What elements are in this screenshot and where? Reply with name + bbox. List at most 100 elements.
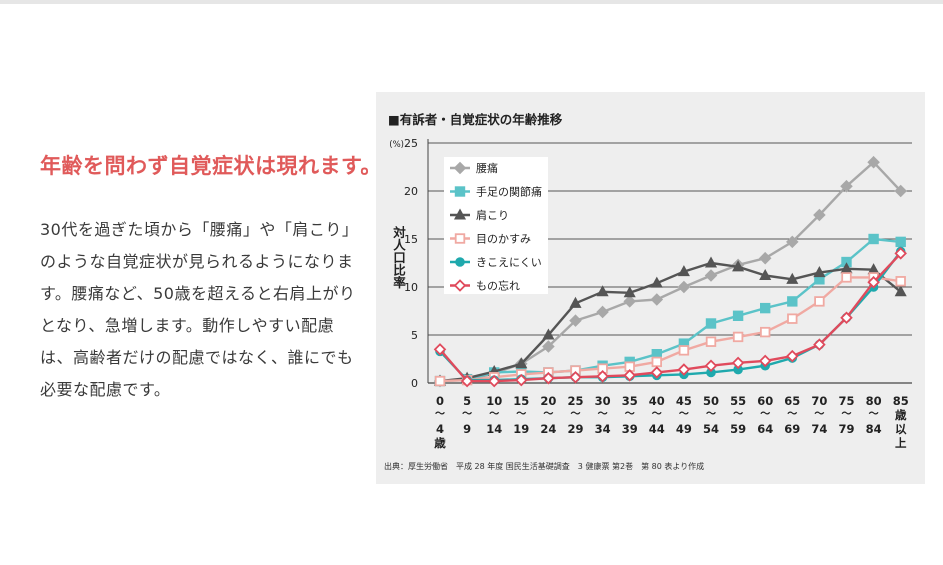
- data-point: [704, 359, 718, 372]
- data-point: [678, 345, 690, 356]
- legend-label: 肩こり: [476, 208, 509, 222]
- x-tick-label: 9: [463, 422, 471, 436]
- data-point: [515, 373, 528, 387]
- x-tick-label: 〜: [787, 409, 797, 420]
- x-tick-label: 〜: [516, 409, 526, 420]
- legend-label: 腰痛: [476, 161, 498, 175]
- data-point: [759, 268, 772, 280]
- legend-marker: [454, 186, 466, 197]
- legend-label: 目のかすみ: [476, 233, 531, 246]
- data-point: [569, 370, 582, 384]
- x-tick-label: 30: [595, 394, 611, 408]
- data-point: [732, 331, 744, 343]
- data-point: [813, 338, 826, 351]
- data-point: [786, 235, 799, 249]
- data-point: [840, 311, 853, 324]
- data-point: [623, 286, 636, 298]
- data-point: [895, 276, 906, 287]
- y-tick-label: 25: [404, 137, 418, 150]
- data-point: [732, 310, 744, 322]
- x-tick-label: 15: [513, 394, 529, 408]
- x-tick-label: 〜: [435, 409, 445, 420]
- x-tick-label: 〜: [625, 409, 635, 420]
- y-tick-label: 20: [404, 185, 418, 198]
- source-note: 出典：厚生労働省 平成 28 年度 国民生活基礎調査 3 健康票 第2巻 第 8…: [384, 462, 705, 471]
- legend-box: [444, 157, 548, 294]
- data-point: [867, 155, 880, 169]
- data-point: [433, 343, 447, 356]
- data-point: [623, 369, 636, 382]
- x-tick-label: 70: [811, 394, 827, 408]
- x-tick-label: 40: [649, 394, 665, 408]
- data-point: [841, 272, 852, 283]
- data-point: [813, 208, 826, 222]
- data-point: [596, 305, 609, 319]
- data-point: [677, 280, 691, 294]
- x-tick-label: 以: [895, 422, 907, 436]
- x-tick-label: 歳: [895, 408, 907, 422]
- x-tick-label: 10: [486, 394, 502, 408]
- x-tick-label: 4: [436, 422, 444, 436]
- x-tick-label: 〜: [760, 409, 770, 420]
- data-point: [542, 340, 555, 353]
- x-tick-label: 80: [866, 394, 882, 408]
- data-point: [515, 357, 528, 369]
- data-point: [894, 247, 907, 260]
- y-tick-label: 10: [404, 281, 418, 294]
- legend-marker: [453, 161, 467, 175]
- data-point: [677, 363, 691, 376]
- legend-marker: [453, 208, 467, 220]
- series-line: [439, 261, 902, 383]
- data-point: [569, 314, 582, 327]
- legend-label: もの忘れ: [476, 279, 520, 293]
- data-point: [623, 295, 636, 308]
- data-point: [705, 336, 717, 347]
- legend-marker: [455, 257, 465, 267]
- x-tick-label: 〜: [571, 409, 581, 420]
- data-point: [867, 275, 880, 289]
- x-tick-label: 64: [757, 422, 773, 436]
- x-tick-label: 〜: [489, 409, 499, 420]
- data-point: [542, 328, 555, 340]
- data-point: [569, 296, 582, 308]
- x-tick-label: 49: [676, 422, 692, 436]
- data-point: [787, 313, 798, 324]
- legend-marker: [453, 279, 467, 292]
- x-tick-label: 85: [893, 394, 909, 408]
- data-point: [758, 354, 772, 368]
- x-tick-label: 〜: [842, 409, 852, 420]
- x-tick-label: 〜: [598, 409, 608, 420]
- x-tick-label: 59: [730, 422, 746, 436]
- data-point: [895, 236, 906, 248]
- data-point: [731, 356, 745, 370]
- x-tick-label: 20: [540, 394, 556, 408]
- x-tick-label: 19: [513, 422, 529, 436]
- x-tick-label: 25: [567, 394, 583, 408]
- x-tick-label: 〜: [462, 409, 472, 420]
- chart-title: ■有訴者・自覚症状の年齢推移: [388, 112, 563, 127]
- x-tick-label: 39: [622, 422, 638, 436]
- x-tick-label: 65: [784, 394, 800, 408]
- x-tick-label: 〜: [814, 409, 824, 420]
- data-point: [542, 371, 555, 385]
- legend-marker: [454, 233, 466, 244]
- x-tick-label: 29: [567, 422, 583, 436]
- x-tick-label: 〜: [733, 409, 743, 420]
- x-tick-label: 0: [436, 394, 444, 408]
- data-point: [650, 366, 664, 379]
- x-tick-label: 〜: [543, 409, 553, 420]
- data-point: [732, 260, 745, 272]
- y-unit-label: (%): [389, 140, 404, 150]
- x-tick-label: 歳: [434, 436, 446, 450]
- data-point: [705, 318, 717, 329]
- x-tick-label: 5: [463, 394, 471, 408]
- x-tick-label: 84: [866, 422, 882, 436]
- y-axis-label: 対人口比率: [391, 226, 406, 289]
- data-point: [814, 296, 825, 307]
- x-tick-label: 50: [703, 394, 719, 408]
- x-tick-label: 54: [703, 422, 719, 436]
- x-tick-label: 74: [811, 422, 827, 436]
- x-tick-label: 24: [540, 422, 556, 436]
- legend-label: きこえにくい: [476, 256, 542, 269]
